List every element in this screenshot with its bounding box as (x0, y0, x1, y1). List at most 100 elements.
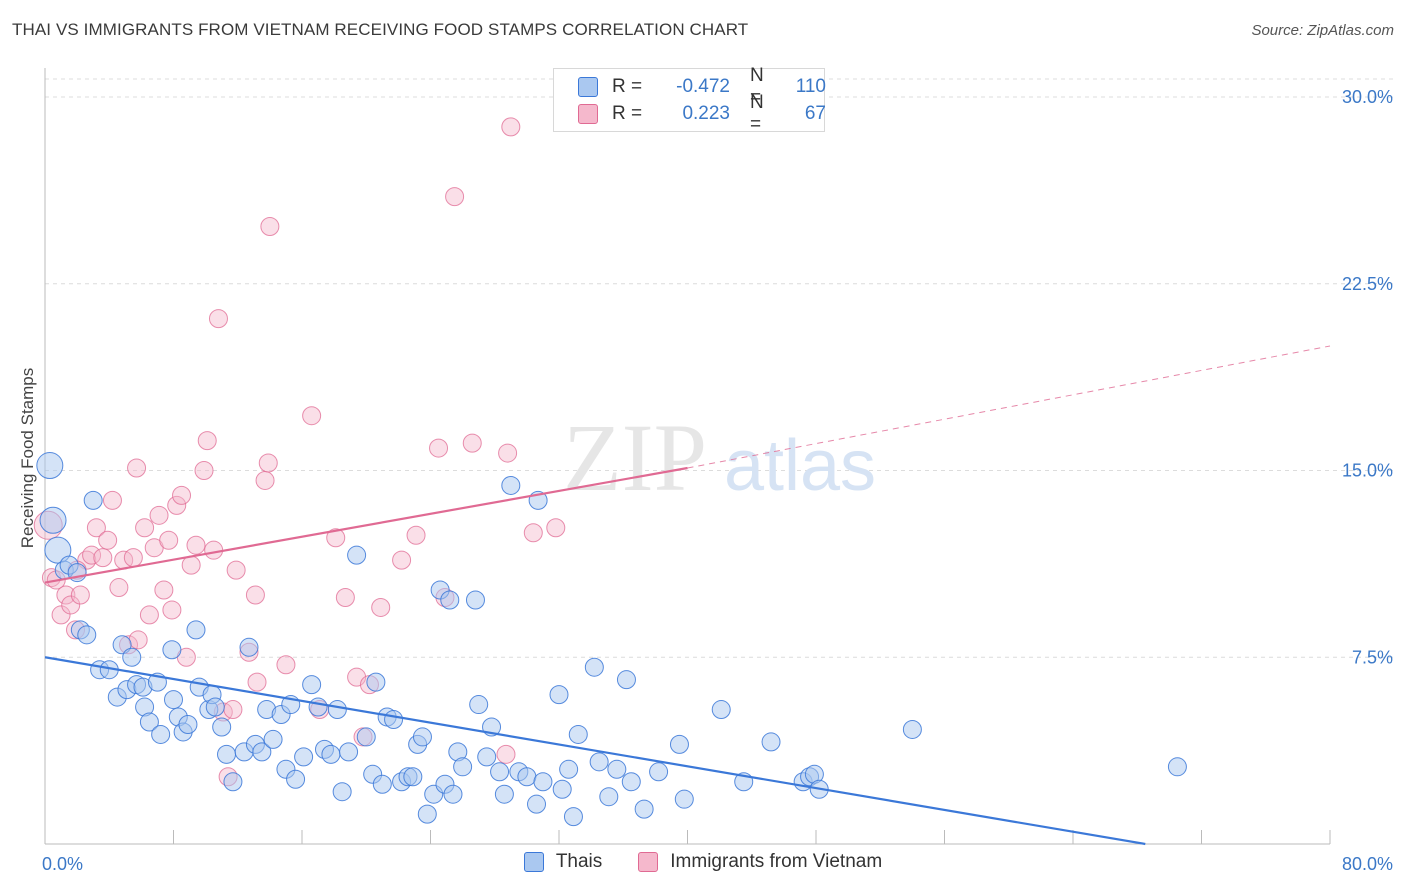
data-point-thais (122, 647, 142, 667)
gridlines (45, 78, 1393, 658)
watermark: ZIP atlas (563, 404, 876, 511)
data-point-vietnam (208, 309, 228, 329)
data-point-thais (490, 762, 510, 782)
data-point-vietnam (186, 535, 206, 555)
data-point-thais (186, 620, 206, 640)
data-point-thais (669, 734, 689, 754)
data-point-thais (599, 787, 619, 807)
data-point-thais (239, 637, 259, 657)
data-point-thais (453, 757, 473, 777)
data-point-vietnam (445, 187, 465, 207)
data-point-thais (77, 625, 97, 645)
source-credit: Source: ZipAtlas.com (1251, 22, 1394, 39)
data-point-thais (83, 490, 103, 510)
data-point-vietnam (167, 495, 187, 515)
trend-line-vietnam (44, 466, 688, 584)
data-point-thais (151, 724, 171, 744)
data-point-thais (1167, 757, 1187, 777)
data-point-vietnam (326, 528, 346, 548)
data-point-thais (39, 506, 67, 534)
data-point-vietnam (197, 431, 217, 451)
data-point-vietnam (128, 630, 148, 650)
y-tick-label: 30.0% (1342, 87, 1393, 107)
data-point-vietnam (61, 595, 81, 615)
data-point-thais (533, 772, 553, 792)
data-point-thais (552, 779, 572, 799)
r-label: R = (612, 103, 643, 124)
data-point-thais (417, 804, 437, 824)
data-point-vietnam (204, 540, 224, 560)
series-legend: Thais Immigrants from Vietnam (0, 851, 1406, 873)
data-point-thais (621, 772, 641, 792)
data-point-thais (568, 724, 588, 744)
data-point-vietnam (102, 490, 122, 510)
data-point-vietnam (498, 443, 518, 463)
data-point-thais (162, 640, 182, 660)
r-value: -0.472 (676, 76, 730, 97)
data-point-thais (321, 744, 341, 764)
trend-line-vietnam-extension (687, 345, 1331, 469)
data-point-thais (263, 729, 283, 749)
data-point-thais (711, 700, 731, 720)
n-value: 67 (804, 103, 826, 124)
data-point-thais (501, 475, 521, 495)
data-point-thais (584, 657, 604, 677)
data-point-vietnam (260, 216, 280, 236)
data-point-vietnam (172, 485, 192, 505)
data-point-thais (674, 789, 694, 809)
data-point-thais (607, 759, 627, 779)
vietnam-swatch (578, 104, 598, 124)
correlation-legend: R = -0.472 N = 110 R = 0.223 N = 67 (553, 65, 826, 135)
data-point-vietnam (98, 530, 118, 550)
data-point-thais (494, 784, 514, 804)
legend-row-thais: R = -0.472 N = 110 (578, 65, 826, 108)
data-point-vietnam (226, 560, 246, 580)
data-point-vietnam (127, 458, 147, 478)
legend-item-vietnam: Immigrants from Vietnam (638, 851, 882, 873)
data-point-vietnam (109, 578, 129, 598)
data-point-vietnam (159, 530, 179, 550)
data-point-thais (527, 794, 547, 814)
data-point-vietnam (82, 545, 102, 565)
data-point-vietnam (247, 672, 267, 692)
watermark-zip: ZIP (563, 404, 707, 511)
y-tick-label: 22.5% (1342, 274, 1393, 294)
data-point-thais (559, 759, 579, 779)
data-point-thais (302, 675, 322, 695)
data-point-thais (327, 700, 347, 720)
trend-line-thais (44, 656, 1146, 846)
data-point-thais (339, 742, 359, 762)
data-point-vietnam (70, 585, 90, 605)
chart-title: THAI VS IMMIGRANTS FROM VIETNAM RECEIVIN… (12, 20, 749, 39)
data-point-thais (286, 769, 306, 789)
n-value: 110 (795, 76, 826, 97)
data-point-thais (366, 672, 386, 692)
data-point-thais (549, 685, 569, 705)
data-point-thais (634, 799, 654, 819)
data-point-thais (308, 697, 328, 717)
data-point-thais (205, 697, 225, 717)
data-point-thais (347, 545, 367, 565)
data-point-vietnam (135, 518, 155, 538)
data-point-vietnam (162, 600, 182, 620)
data-point-thais (616, 670, 636, 690)
data-point-thais (469, 695, 489, 715)
tick-labels: 7.5% 15.0% 22.5% 30.0% 0.0% 80.0% (42, 87, 1393, 874)
data-point-thais (164, 690, 183, 710)
data-point-vietnam (149, 505, 169, 525)
n-label: N = (750, 65, 764, 108)
legend-item-thais: Thais (523, 851, 602, 873)
data-point-vietnam (255, 470, 275, 490)
y-tick-label: 7.5% (1352, 647, 1393, 667)
data-point-vietnam (51, 605, 71, 625)
data-point-thais (563, 807, 583, 827)
n-label: N = (750, 92, 764, 135)
data-point-vietnam (154, 580, 174, 600)
data-point-vietnam (258, 453, 278, 473)
data-point-vietnam (181, 555, 201, 575)
legend-label-vietnam: Immigrants from Vietnam (670, 851, 883, 872)
data-point-thais (589, 752, 609, 772)
trend-lines (44, 345, 1331, 846)
data-point-vietnam (139, 605, 159, 625)
data-point-thais (372, 774, 392, 794)
